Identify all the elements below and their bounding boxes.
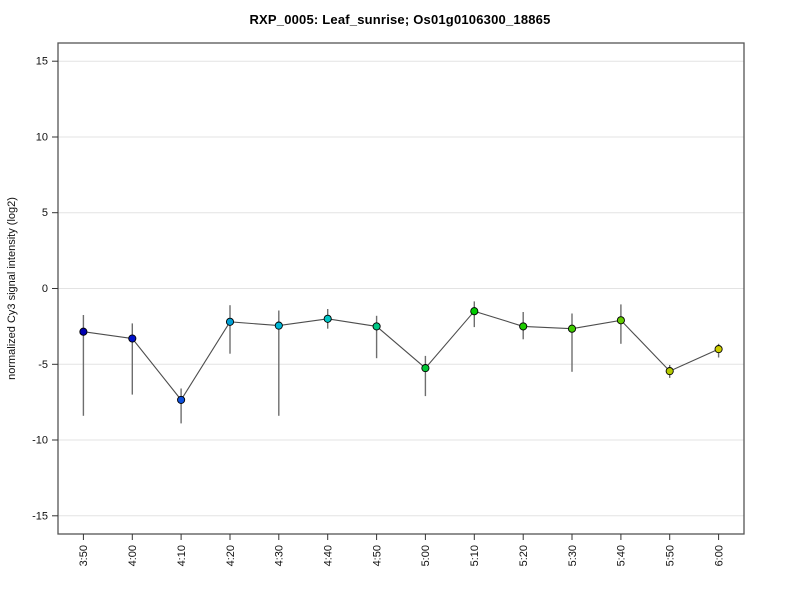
data-point [616, 316, 625, 325]
data-point [323, 314, 332, 323]
x-tick-label: 4:20 [225, 545, 237, 566]
x-tick-label: 5:30 [567, 545, 579, 566]
y-tick-label: 5 [42, 207, 48, 219]
x-tick-label: 4:50 [371, 545, 383, 566]
chart-title: RXP_0005: Leaf_sunrise; Os01g0106300_188… [249, 12, 551, 27]
data-point [274, 321, 283, 330]
y-tick-label: 0 [42, 283, 48, 295]
x-tick-label: 5:00 [420, 545, 432, 566]
data-point [421, 364, 430, 373]
y-tick-label: 10 [36, 132, 48, 144]
x-tick-label: 5:40 [616, 545, 628, 566]
x-tick-label: 6:00 [713, 545, 725, 566]
data-point [519, 322, 528, 331]
x-tick-label: 5:20 [518, 545, 530, 566]
x-tick-label: 4:30 [274, 545, 286, 566]
x-tick-label: 4:10 [176, 545, 188, 566]
x-tick-label: 4:00 [127, 545, 139, 566]
data-point [470, 307, 479, 316]
data-point [372, 322, 381, 331]
data-point [665, 367, 674, 376]
x-tick-label: 5:10 [469, 545, 481, 566]
data-point [567, 324, 577, 333]
data-point [177, 395, 186, 404]
y-tick-label: -15 [32, 510, 48, 522]
data-point [128, 334, 137, 343]
x-tick-label: 5:50 [665, 545, 677, 566]
x-tick-label: 3:50 [78, 545, 90, 566]
data-point [79, 327, 88, 336]
y-tick-label: 15 [36, 56, 48, 68]
series-line [83, 310, 719, 401]
y-axis-label: normalized Cy3 signal intensity (log2) [6, 197, 18, 380]
x-tick-label: 4:40 [323, 545, 335, 566]
data-point [225, 317, 235, 326]
y-tick-label: -5 [38, 359, 48, 371]
data-point [714, 345, 723, 354]
y-tick-label: -10 [32, 435, 48, 447]
